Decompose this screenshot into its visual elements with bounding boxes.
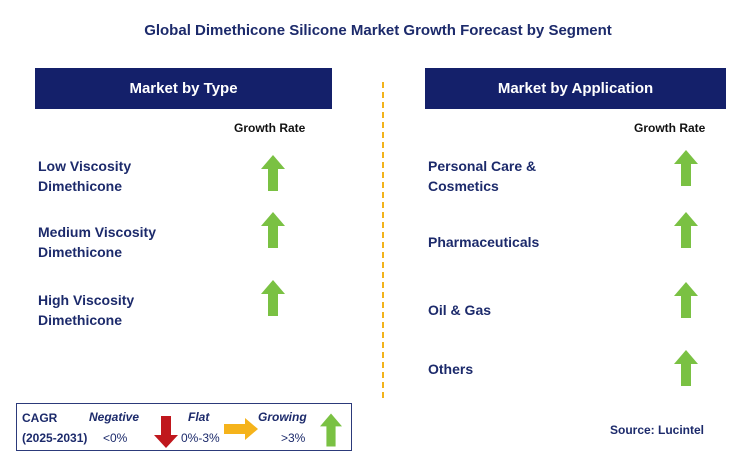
legend-negative-label: Negative	[89, 410, 140, 424]
up-arrow-icon	[261, 212, 285, 248]
segment-pharmaceuticals: Pharmaceuticals	[428, 234, 540, 250]
source-credit: Source: Lucintel	[610, 423, 705, 437]
segment-label-line1: Medium Viscosity	[38, 224, 157, 240]
legend-growing-label: Growing	[258, 410, 307, 424]
legend-flat-label: Flat	[188, 410, 210, 424]
segment-high-viscosity: High Viscosity Dimethicone	[38, 290, 134, 330]
up-arrow-icon	[320, 413, 342, 447]
up-arrow-icon	[261, 155, 285, 191]
panel-divider	[382, 82, 384, 398]
legend-flat-range: 0%-3%	[181, 431, 220, 445]
chart-title: Global Dimethicone Silicone Market Growt…	[144, 22, 612, 39]
segment-personal-care: Personal Care & Cosmetics	[428, 156, 536, 196]
up-arrow-icon	[674, 350, 698, 386]
growth-rate-label-type: Growth Rate	[234, 121, 306, 135]
market-by-application-header: Market by Application	[425, 68, 726, 109]
down-arrow-icon	[154, 416, 178, 448]
segment-label-line2: Dimethicone	[38, 244, 123, 260]
cagr-legend: CAGR (2025-2031) Negative <0% Flat 0%-3%…	[16, 403, 352, 451]
segment-oil-gas: Oil & Gas	[428, 302, 492, 318]
segment-medium-viscosity: Medium Viscosity Dimethicone	[38, 222, 156, 262]
legend-cagr-label: CAGR	[22, 411, 58, 425]
legend-negative-range: <0%	[103, 431, 128, 445]
market-by-type-header: Market by Type	[35, 68, 332, 109]
segment-label-line2: Cosmetics	[428, 178, 499, 194]
segment-others: Others	[428, 361, 474, 377]
segment-label-line2: Dimethicone	[38, 178, 123, 194]
growth-rate-label-application: Growth Rate	[634, 121, 706, 135]
segment-label-line2: Dimethicone	[38, 312, 123, 328]
segment-label-line1: Personal Care &	[428, 158, 537, 174]
segment-label-line1: Low Viscosity	[38, 158, 132, 174]
segment-low-viscosity: Low Viscosity Dimethicone	[38, 156, 131, 196]
up-arrow-icon	[674, 282, 698, 318]
up-arrow-icon	[261, 280, 285, 316]
right-arrow-icon	[224, 418, 258, 440]
segment-label-line1: High Viscosity	[38, 292, 135, 308]
up-arrow-icon	[674, 150, 698, 186]
legend-period: (2025-2031)	[22, 431, 88, 445]
legend-growing-range: >3%	[281, 431, 306, 445]
up-arrow-icon	[674, 212, 698, 248]
